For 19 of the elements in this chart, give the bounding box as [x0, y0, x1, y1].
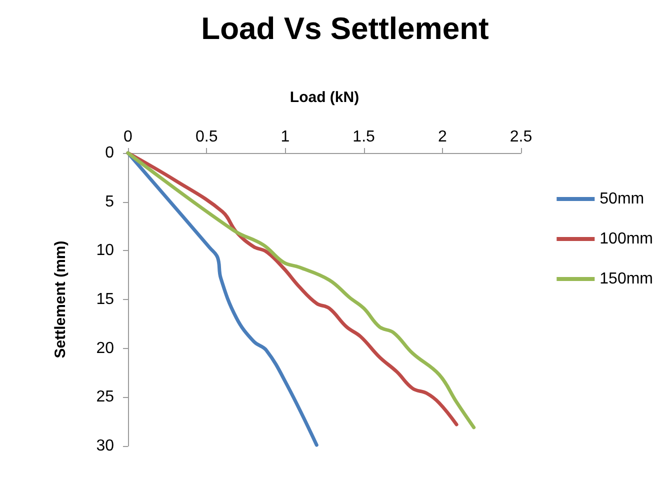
y-tick-label: 20 — [96, 340, 114, 357]
chart-title: Load Vs Settlement — [201, 11, 489, 46]
y-tick-label: 10 — [96, 242, 114, 260]
y-axis-title: Settlement (mm) — [52, 240, 69, 358]
y-tick-label: 0 — [105, 144, 114, 162]
x-tick-label: 0 — [124, 128, 133, 146]
y-tick-label: 25 — [96, 388, 114, 406]
x-tick-label: 2 — [438, 128, 447, 146]
y-tick-label: 5 — [105, 193, 114, 210]
x-tick-label: 1 — [280, 128, 290, 146]
x-tick-label: 1.5 — [352, 128, 376, 146]
legend-label: 150mm — [600, 270, 654, 288]
legend-label: 50mm — [600, 190, 644, 208]
legend-label: 100mm — [600, 230, 654, 248]
x-tick-label: 2.5 — [510, 128, 532, 146]
y-tick-label: 15 — [96, 291, 114, 308]
x-axis-title: Load (kN) — [290, 89, 360, 106]
y-tick-label: 30 — [96, 438, 114, 454]
x-tick-label: 0.5 — [195, 128, 218, 146]
